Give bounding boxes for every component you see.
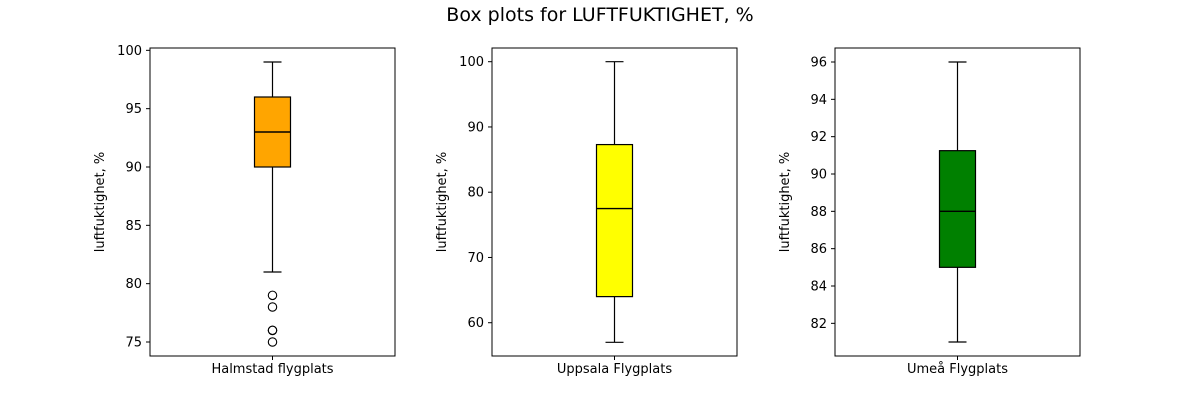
outlier-point xyxy=(267,325,278,336)
y-tick-label: 85 xyxy=(125,219,142,234)
y-tick-label: 90 xyxy=(467,120,484,135)
boxplot-panel-1: 75 80 85 90 95 100 luftfuktighet, % Halmstad fl… xyxy=(93,44,396,377)
y-tick-label: 88 xyxy=(810,205,827,220)
outlier-point xyxy=(267,290,278,301)
figure-title: Box plots for LUFTFUKTIGHET, % xyxy=(446,4,754,26)
y-tick-label: 86 xyxy=(810,242,827,257)
y-tick-label: 95 xyxy=(125,102,142,117)
y-tick-label: 80 xyxy=(467,186,484,201)
outlier-point xyxy=(267,337,278,347)
boxplot-panel-2: 60 70 80 90 100 luftfuktighet, % Uppsala Flygp… xyxy=(435,47,738,377)
y-axis-label: luftfuktighet, % xyxy=(435,152,450,253)
y-tick-label: 90 xyxy=(810,168,827,183)
iqr-box xyxy=(938,150,977,268)
y-tick-label: 84 xyxy=(810,280,827,295)
iqr-box xyxy=(595,143,634,298)
y-tick-label: 94 xyxy=(810,93,827,108)
y-tick-label: 100 xyxy=(459,55,484,70)
y-tick-label: 92 xyxy=(810,130,827,145)
x-category-label: Umeå Flygplats xyxy=(907,362,1008,377)
x-category-label: Uppsala Flygplats xyxy=(557,362,672,377)
y-tick-label: 96 xyxy=(810,56,827,71)
y-tick-label: 90 xyxy=(125,161,142,176)
y-tick-label: 80 xyxy=(125,277,142,292)
outlier-point xyxy=(267,302,278,312)
x-category-label: Halmstad flygplats xyxy=(211,362,333,377)
y-tick-label: 60 xyxy=(467,316,484,331)
y-axis-label: luftfuktighet, % xyxy=(778,152,793,253)
y-tick-label: 70 xyxy=(467,251,484,266)
boxplot-panel-3: 82 84 86 88 90 92 94 96 luftfuktighet, % Umeå Fly… xyxy=(778,47,1081,377)
y-axis-label: luftfuktighet, % xyxy=(93,152,108,253)
y-tick-label: 82 xyxy=(810,317,827,332)
y-tick-label: 100 xyxy=(117,44,142,59)
y-tick-label: 75 xyxy=(125,336,142,351)
